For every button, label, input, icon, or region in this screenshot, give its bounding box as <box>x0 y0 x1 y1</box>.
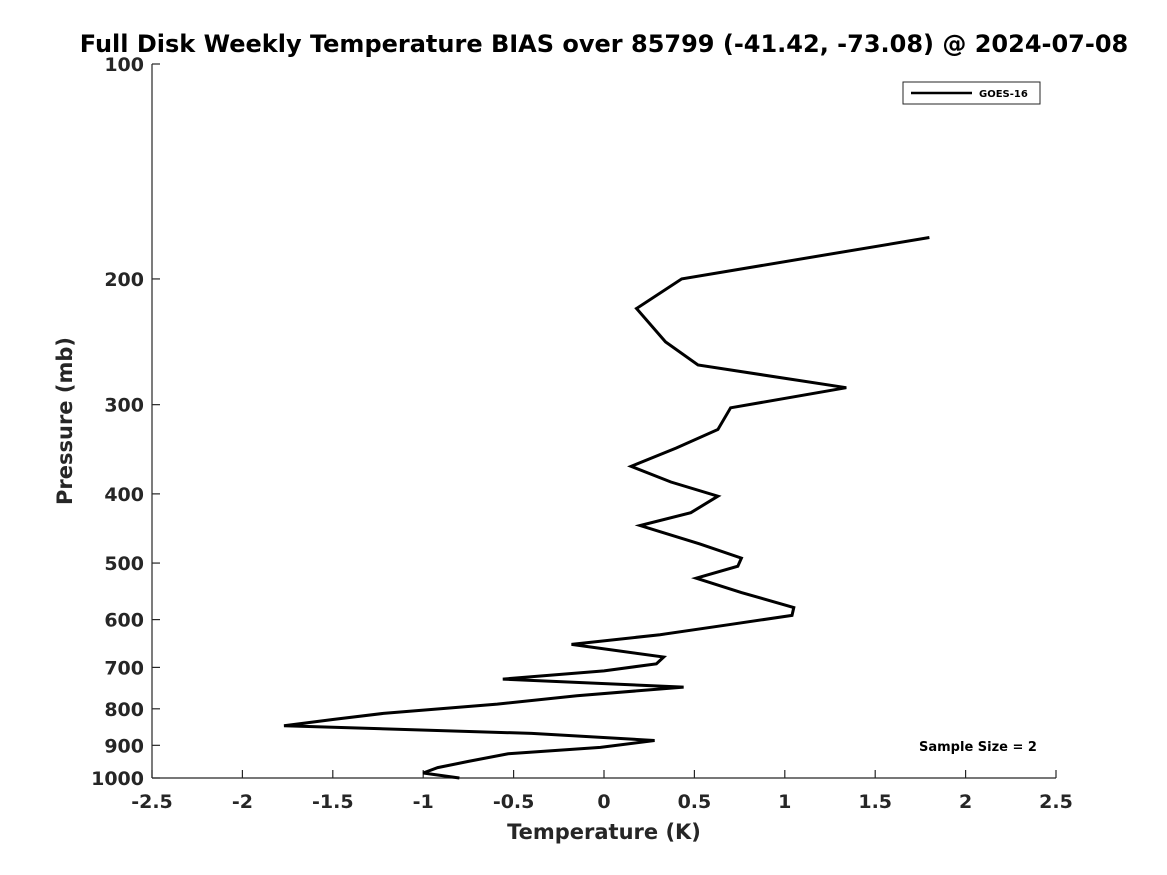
y-tick-label: 800 <box>104 699 144 721</box>
series-layer <box>283 236 930 780</box>
y-tick-label: 900 <box>104 735 144 757</box>
y-tick-label: 600 <box>104 610 144 632</box>
y-tick-label: 1000 <box>91 768 144 790</box>
x-tick-label: -2 <box>232 791 253 813</box>
x-tick-label: 1 <box>778 791 791 813</box>
x-tick-label: -2.5 <box>131 791 173 813</box>
x-tick-label: -0.5 <box>493 791 535 813</box>
series-line-goes-16 <box>283 236 930 780</box>
x-tick-label: 1.5 <box>858 791 892 813</box>
y-tick-label: 300 <box>104 395 144 417</box>
legend-entry-goes-16: GOES-16 <box>979 89 1028 100</box>
y-tick-label: 200 <box>104 269 144 291</box>
x-tick-label: 2.5 <box>1039 791 1073 813</box>
x-tick-label: 2 <box>959 791 972 813</box>
y-tick-label: 400 <box>104 484 144 506</box>
y-tick-label: 100 <box>104 54 144 76</box>
x-ticks: -2.5 -2 -1.5 -1 -0.5 0 0.5 1 1.5 2 2.5 <box>131 770 1073 813</box>
legend: GOES-16 <box>902 81 1041 105</box>
chart-title: Full Disk Weekly Temperature BIAS over 8… <box>80 30 1128 58</box>
y-tick-label: 700 <box>104 657 144 679</box>
x-tick-label: -1.5 <box>312 791 354 813</box>
x-tick-label: 0 <box>597 791 610 813</box>
x-tick-label: -1 <box>413 791 434 813</box>
y-ticks: 100 200 300 400 500 600 700 800 900 1000 <box>91 54 160 790</box>
sample-size-annotation: Sample Size = 2 <box>919 740 1037 755</box>
x-axis-label: Temperature (K) <box>507 820 701 844</box>
x-tick-label: 0.5 <box>678 791 712 813</box>
y-tick-label: 500 <box>104 553 144 575</box>
y-axis-label: Pressure (mb) <box>53 337 77 505</box>
